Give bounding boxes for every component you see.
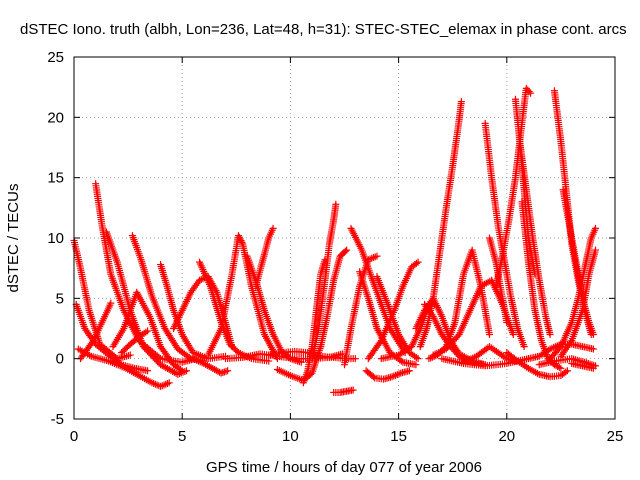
data-point (165, 379, 173, 387)
data-point (332, 200, 340, 208)
data-point (144, 327, 152, 335)
data-point (88, 338, 96, 346)
data-point (238, 238, 246, 246)
data-point (376, 338, 384, 346)
chart-title: dSTEC Iono. truth (albh, Lon=236, Lat=48… (20, 21, 627, 38)
data-point (144, 367, 152, 375)
data-point (162, 380, 170, 388)
data-point (157, 382, 165, 390)
data-point (234, 232, 242, 240)
data-point (349, 386, 357, 394)
data-point (368, 254, 376, 262)
series-22 (330, 386, 357, 396)
data-point (237, 237, 245, 245)
data-point (148, 379, 156, 387)
data-point (412, 361, 420, 369)
data-point (174, 370, 182, 378)
y-axis-label: dSTEC / TECUs (5, 184, 22, 293)
data-point (388, 373, 396, 381)
y-tick-label: -5 (51, 411, 64, 428)
x-axis-label: GPS time / hours of day 077 of year 2006 (206, 459, 482, 476)
data-point (158, 382, 166, 390)
data-point (371, 253, 379, 261)
series-21 (317, 246, 351, 351)
data-point (397, 357, 405, 365)
series-11 (189, 355, 232, 377)
data-point (405, 367, 413, 375)
data-point (197, 276, 205, 284)
data-point (185, 353, 193, 361)
data-point (341, 247, 349, 255)
y-tick-label: 20 (47, 109, 64, 126)
data-point (351, 355, 359, 363)
series-26 (362, 367, 413, 383)
series-44 (550, 87, 595, 339)
data-point (142, 328, 150, 336)
data-point (369, 254, 377, 262)
data-point (393, 371, 401, 379)
series-27 (373, 273, 422, 363)
x-tick-label: 10 (282, 428, 299, 445)
series-7 (118, 327, 152, 357)
data-point (414, 355, 422, 363)
series-15 (252, 224, 277, 290)
data-point (178, 367, 186, 375)
y-tick-label: 15 (47, 170, 64, 187)
data-point (217, 369, 225, 377)
data-point (150, 380, 158, 388)
series-28 (364, 258, 422, 363)
x-tick-label: 15 (390, 428, 407, 445)
data-point (151, 380, 159, 388)
data-point (373, 252, 381, 260)
data-point (107, 299, 115, 307)
series-13 (204, 232, 281, 363)
series-3 (76, 299, 115, 363)
data-point (236, 235, 244, 243)
y-tick-label: 0 (56, 351, 64, 368)
y-tick-label: 5 (56, 290, 64, 307)
data-point (269, 224, 277, 232)
data-point (160, 381, 168, 389)
x-tick-label: 0 (70, 428, 78, 445)
data-point (395, 370, 403, 378)
series-30 (416, 98, 465, 351)
data-point (412, 259, 420, 267)
data-point (220, 368, 228, 376)
data-point (589, 345, 597, 353)
y-tick-label: 25 (47, 49, 64, 66)
y-tick-label: 10 (47, 230, 64, 247)
data-point (163, 380, 171, 388)
data-point (235, 233, 243, 241)
data-point (224, 367, 232, 375)
x-tick-label: 25 (607, 428, 624, 445)
data-point (343, 246, 351, 254)
data-points (70, 84, 600, 396)
data-point (265, 357, 273, 365)
x-tick-label: 20 (498, 428, 515, 445)
data-point (176, 366, 184, 374)
data-point (126, 351, 134, 359)
x-tick-label: 5 (178, 428, 186, 445)
data-point (153, 381, 161, 389)
series-6 (109, 288, 186, 375)
data-point (390, 372, 398, 380)
series-20 (308, 200, 340, 363)
data-point (414, 258, 422, 266)
data-point (219, 369, 227, 377)
data-point (392, 371, 400, 379)
data-point (412, 353, 420, 361)
data-point (366, 255, 374, 263)
data-point (369, 373, 377, 381)
data-point (196, 276, 204, 284)
data-point (222, 367, 230, 375)
